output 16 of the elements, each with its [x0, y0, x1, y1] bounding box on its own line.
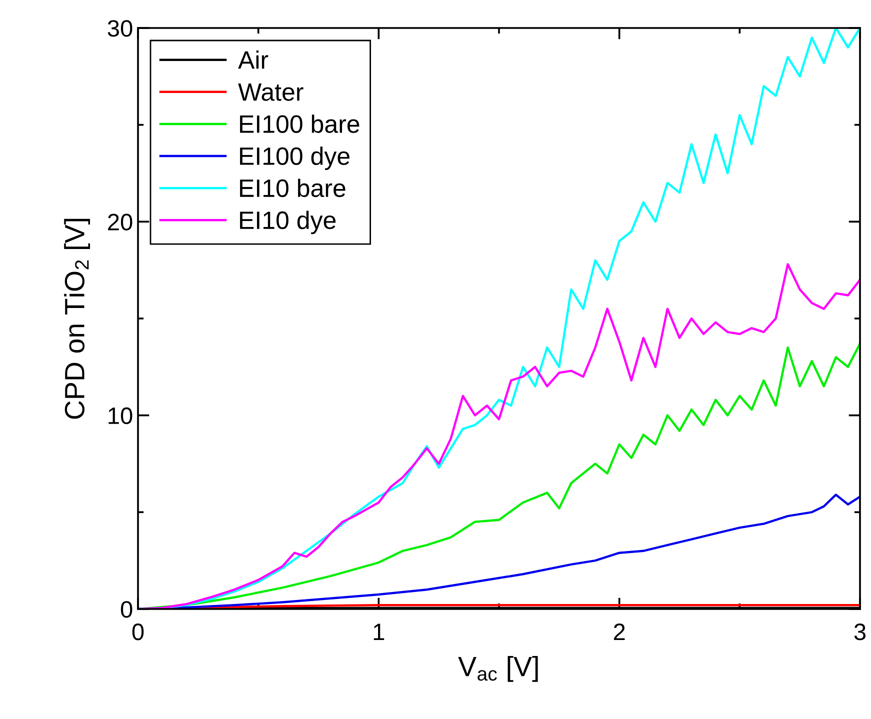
x-tick-label: 2 — [614, 624, 625, 640]
legend-label: Water — [238, 83, 304, 101]
x-axis-title: V$_{ac}$ [V] — [458, 656, 538, 682]
y-tick-label: 20 — [108, 214, 132, 230]
y-axis-title: CPD on TiO$_{2}$ [V] — [64, 218, 90, 419]
y-tick-label: 30 — [108, 20, 132, 37]
y-tick-label: 0 — [120, 601, 132, 618]
x-tick-label: 1 — [374, 624, 384, 640]
y-tick-label: 10 — [108, 407, 132, 424]
legend-label: EI100 bare — [240, 114, 360, 133]
legend-label: EI10 bare — [240, 178, 346, 198]
legend-label: EI10 dye — [240, 210, 336, 234]
x-tick-label: 0 — [132, 624, 144, 640]
legend-label: EI100 dye — [240, 146, 350, 170]
x-tick-label: 3 — [854, 624, 866, 640]
legend-label: Air — [238, 50, 268, 69]
